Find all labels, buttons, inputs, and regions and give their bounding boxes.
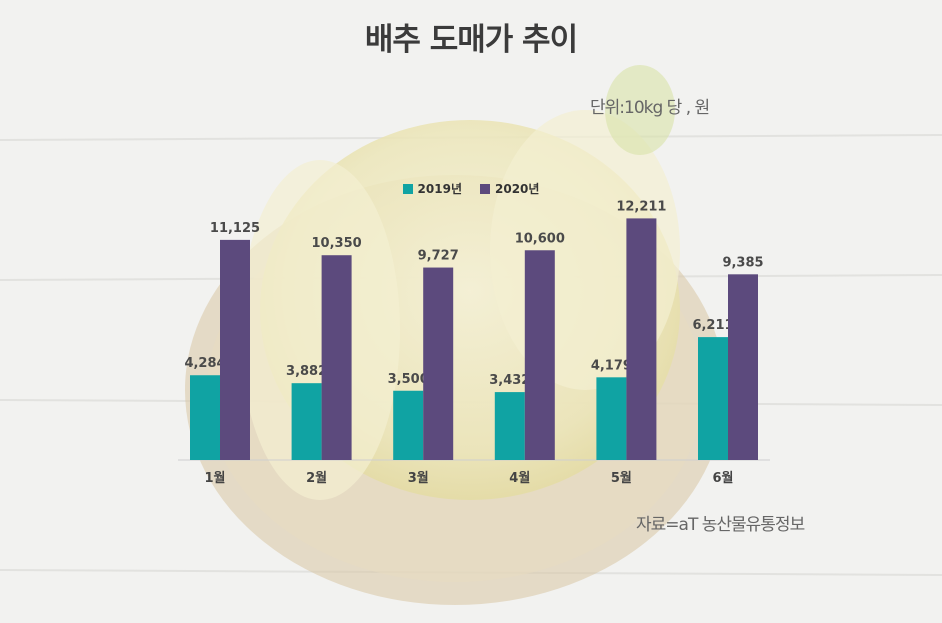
- data-label-2019-5: 4,179: [591, 358, 632, 373]
- bar-2019-5: [596, 377, 627, 460]
- data-label-2019-4: 3,432: [489, 373, 530, 388]
- bar-2019-3: [393, 390, 424, 460]
- bar-2020-1: [220, 239, 250, 460]
- data-label-2019-3: 3,500: [388, 372, 429, 387]
- chart-legend: 2019년 2020년: [0, 180, 942, 197]
- legend-label-2020: 2020년: [495, 182, 540, 196]
- data-label-2020-4: 10,600: [515, 231, 565, 246]
- bar-2020-4: [524, 250, 555, 460]
- data-label-2020-2: 10,350: [312, 236, 362, 251]
- bar-2020-6: [728, 274, 758, 460]
- bar-2019-1: [190, 375, 220, 460]
- x-tick-label-5: 5월: [611, 470, 632, 486]
- legend-item-2020: 2020년: [480, 180, 539, 197]
- legend-swatch-2019: [402, 183, 413, 194]
- legend-swatch-2020: [480, 183, 490, 194]
- data-label-2019-1: 4,284: [184, 356, 225, 371]
- bar-2019-6: [698, 337, 728, 460]
- data-label-2020-5: 12,211: [616, 199, 666, 214]
- bar-2020-5: [626, 218, 657, 460]
- source-note: 자료=aT 농산물유통정보: [636, 515, 805, 535]
- bar-2020-2: [321, 255, 352, 460]
- legend-label-2019: 2019년: [417, 182, 462, 196]
- data-label-2019-6: 6,211: [692, 318, 733, 333]
- data-label-2020-3: 9,727: [418, 249, 459, 264]
- chart-title: 배추 도매가 추이: [364, 22, 578, 58]
- x-tick-label-2: 2월: [306, 470, 327, 486]
- x-tick-label-6: 6월: [712, 470, 733, 486]
- x-tick-label-3: 3월: [408, 470, 429, 486]
- x-tick-label-1: 1월: [204, 470, 225, 486]
- bar-2019-4: [494, 392, 525, 460]
- data-label-2020-1: 11,125: [210, 221, 260, 236]
- unit-note: 단위:10kg 당 , 원: [590, 98, 710, 118]
- data-label-2019-2: 3,882: [286, 364, 327, 379]
- data-label-2020-6: 9,385: [722, 255, 763, 270]
- bar-2020-3: [423, 267, 454, 460]
- legend-item-2019: 2019년: [402, 180, 462, 197]
- x-tick-label-4: 4월: [509, 470, 530, 486]
- bar-2019-2: [291, 383, 322, 460]
